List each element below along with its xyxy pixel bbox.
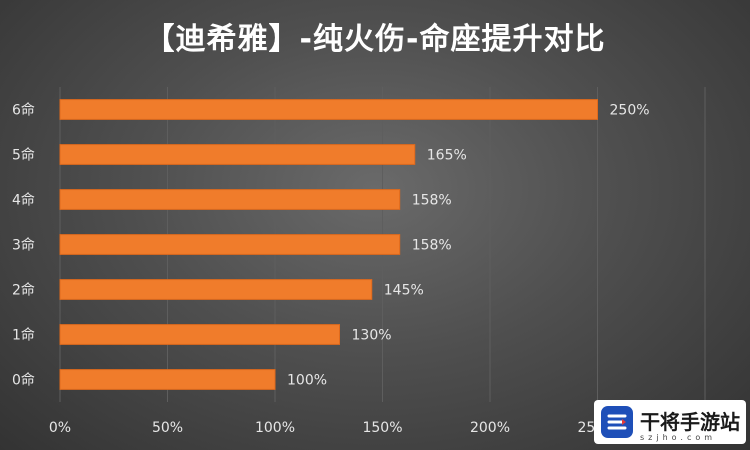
y-category-label-4: 4命 (12, 192, 35, 209)
y-category-label-6: 6命 (12, 102, 35, 119)
site-watermark: 干将手游站 szjho.com (594, 400, 746, 444)
bar-3 (59, 234, 401, 255)
chart-title: 【迪希雅】-纯火伤-命座提升对比 (144, 22, 606, 57)
label-layer: 0% 50% 100% 150% 200% 250% 0命 100% 1命 130% 2命 145% 3… (12, 102, 650, 437)
data-label-4: 158% (412, 193, 452, 209)
bar-layer (59, 99, 598, 390)
bar-0 (59, 369, 276, 390)
x-tick-label-0: 0% (49, 420, 71, 436)
x-tick-label-3: 150% (362, 420, 402, 436)
data-label-1: 130% (352, 328, 392, 344)
x-tick-label-1: 50% (152, 420, 183, 436)
y-category-label-0: 0命 (12, 372, 35, 389)
data-label-5: 165% (427, 148, 467, 164)
data-label-3: 158% (412, 238, 452, 254)
bar-5 (59, 144, 416, 165)
bar-6 (59, 99, 598, 120)
x-tick-label-4: 200% (470, 420, 510, 436)
y-category-label-2: 2命 (12, 282, 35, 299)
y-category-label-1: 1命 (12, 327, 35, 344)
data-label-0: 100% (287, 373, 327, 389)
y-category-label-3: 3命 (12, 237, 35, 254)
site-logo-icon (600, 405, 634, 439)
bar-1 (59, 324, 340, 345)
y-category-label-5: 5命 (12, 147, 35, 164)
data-label-6: 250% (610, 103, 650, 119)
data-label-2: 145% (384, 283, 424, 299)
x-tick-label-2: 100% (255, 420, 295, 436)
bar-2 (59, 279, 373, 300)
watermark-logo-text: 干将手游站 (640, 410, 740, 434)
watermark-domain: szjho.com (640, 433, 717, 442)
bar-4 (59, 189, 401, 210)
